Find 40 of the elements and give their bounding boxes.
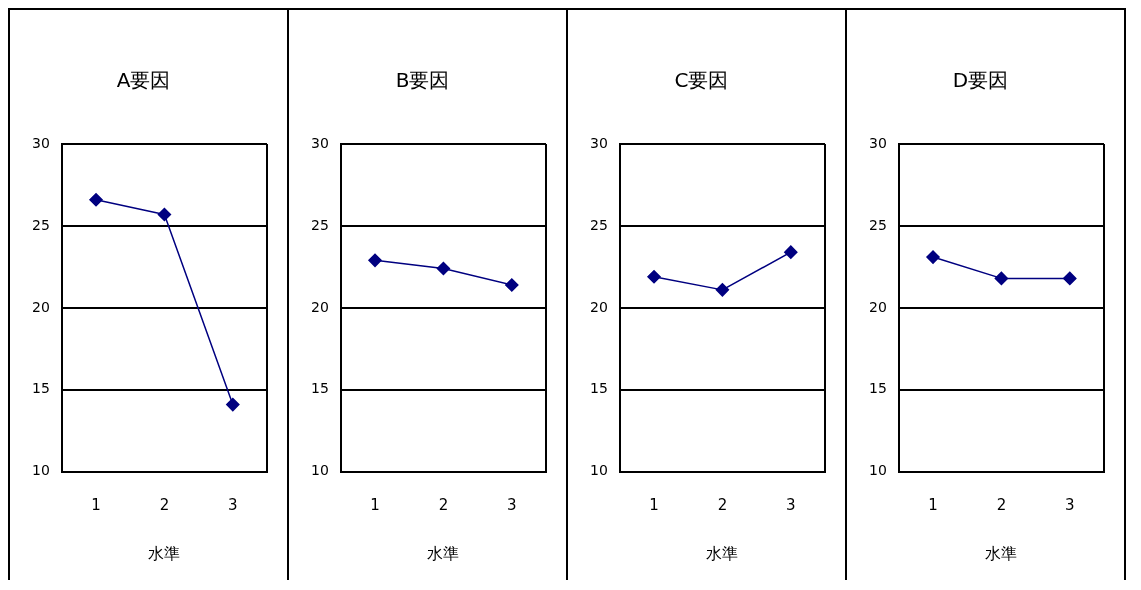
y-tick-label: 30 <box>31 134 50 151</box>
x-axis-title: 水準 <box>427 543 460 563</box>
x-tick-label: 3 <box>786 495 796 514</box>
x-axis-title: 水準 <box>148 543 181 563</box>
y-tick-label: 25 <box>589 216 608 233</box>
y-tick-label: 25 <box>310 216 329 233</box>
x-tick-label: 1 <box>370 495 380 514</box>
y-tick-label: 25 <box>868 216 887 233</box>
x-tick-label: 3 <box>507 495 517 514</box>
y-tick-label: 30 <box>868 134 887 151</box>
x-tick-label: 2 <box>717 495 728 514</box>
x-axis-title: 水準 <box>706 543 739 563</box>
y-tick-label: 10 <box>310 462 329 479</box>
x-tick-label: 3 <box>1065 495 1075 514</box>
y-tick-label: 15 <box>589 380 608 397</box>
x-tick-label: 2 <box>159 495 170 514</box>
y-tick-label: 15 <box>31 380 50 397</box>
x-tick-label: 3 <box>228 495 238 514</box>
y-tick-label: 15 <box>868 380 887 397</box>
y-tick-label: 20 <box>868 298 887 315</box>
x-tick-label: 2 <box>996 495 1007 514</box>
y-tick-label: 20 <box>310 298 329 315</box>
y-tick-label: 10 <box>868 462 887 479</box>
y-tick-label: 30 <box>589 134 608 151</box>
x-tick-label: 1 <box>649 495 659 514</box>
x-tick-label: 2 <box>438 495 449 514</box>
chart-title: C要因 <box>674 68 729 93</box>
y-tick-label: 20 <box>589 298 608 315</box>
y-tick-label: 25 <box>31 216 50 233</box>
x-tick-label: 1 <box>91 495 101 514</box>
chart-title: B要因 <box>395 68 450 93</box>
x-axis-title: 水準 <box>985 543 1018 563</box>
y-tick-label: 10 <box>31 462 50 479</box>
y-tick-label: 30 <box>310 134 329 151</box>
y-tick-label: 20 <box>31 298 50 315</box>
x-tick-label: 1 <box>928 495 938 514</box>
chart-title: A要因 <box>116 68 171 93</box>
chart-title: D要因 <box>952 68 1009 93</box>
y-tick-label: 10 <box>589 462 608 479</box>
y-tick-label: 15 <box>310 380 329 397</box>
